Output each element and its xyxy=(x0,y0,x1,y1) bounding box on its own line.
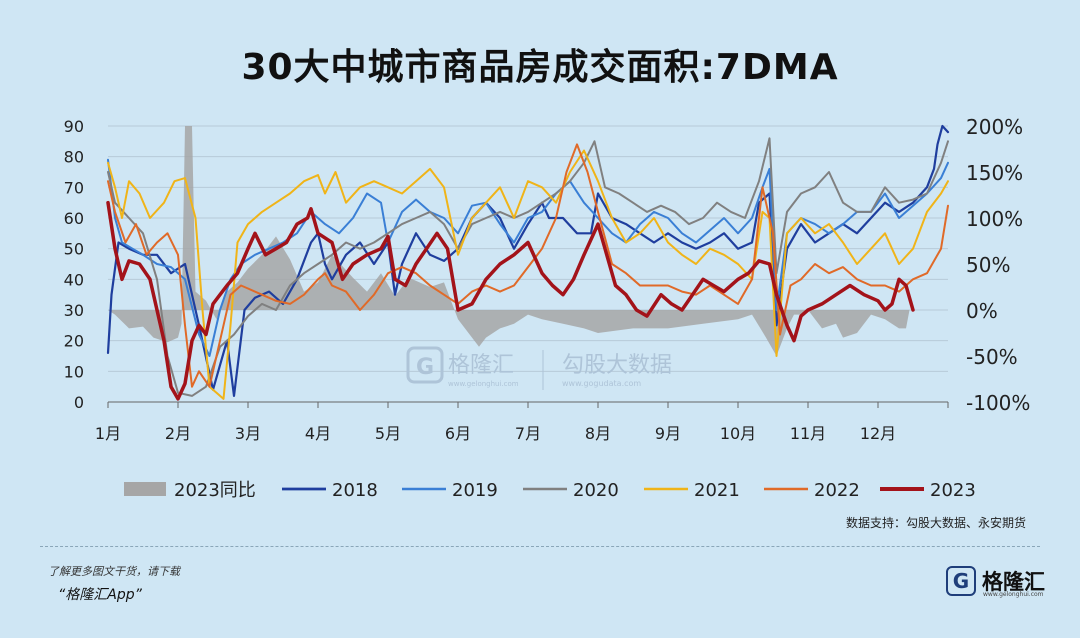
x-tick-label: 1月 xyxy=(95,424,121,443)
y-left-tick-label: 30 xyxy=(64,301,84,320)
x-tick-label: 8月 xyxy=(585,424,611,443)
y-right-tick-label: 150% xyxy=(966,161,1023,185)
series-area-2023yoy xyxy=(108,126,910,356)
x-tick-label: 4月 xyxy=(305,424,331,443)
y-left-tick-label: 80 xyxy=(64,148,84,167)
chart-title: 30大中城市商品房成交面积:7DMA xyxy=(241,47,839,88)
brand-url: www.gelonghui.com xyxy=(983,591,1044,598)
y-right-tick-label: -50% xyxy=(966,345,1018,369)
x-tick-label: 7月 xyxy=(515,424,541,443)
x-tick-label: 5月 xyxy=(375,424,401,443)
y-right-tick-label: 50% xyxy=(966,253,1010,277)
x-tick-label: 10月 xyxy=(720,424,756,443)
series-line-2022 xyxy=(107,143,949,388)
divider xyxy=(40,546,1040,547)
y-left-tick-label: 20 xyxy=(64,332,84,351)
series-line-2021 xyxy=(107,149,949,400)
y-left-tick-label: 40 xyxy=(64,270,84,289)
x-tick-label: 3月 xyxy=(235,424,261,443)
series-line-2020 xyxy=(107,137,949,397)
x-tick-label: 6月 xyxy=(445,424,471,443)
y-left-tick-label: 90 xyxy=(64,117,84,136)
y-left-tick-label: 10 xyxy=(64,362,84,381)
watermark: G 格隆汇 www.gelonghui.com 勾股大数据 www.goguda… xyxy=(406,346,672,390)
series-line-2018 xyxy=(106,124,950,397)
source-note: 数据支持：勾股大数据、永安期货 xyxy=(845,516,1026,530)
legend-label: 2022 xyxy=(814,480,860,501)
promo-line-1: 了解更多图文干货，请下载 xyxy=(48,565,180,578)
y-right-tick-label: 200% xyxy=(966,115,1023,139)
watermark-right-url: www.gogudata.com xyxy=(562,379,641,388)
x-tick-label: 2月 xyxy=(165,424,191,443)
y-left-tick-label: 50 xyxy=(64,240,84,259)
watermark-logo-glyph: G xyxy=(416,355,434,380)
y-left-tick-label: 70 xyxy=(64,178,84,197)
y-left-tick-label: 60 xyxy=(64,209,84,228)
legend-label: 2020 xyxy=(573,480,619,501)
legend-label: 2023 xyxy=(930,480,976,501)
brand-logo-icon: G xyxy=(946,566,976,596)
watermark-logo xyxy=(406,346,444,384)
legend-label: 2018 xyxy=(332,480,378,501)
y-right-tick-label: -100% xyxy=(966,391,1030,415)
watermark-left: 格隆汇 xyxy=(448,353,514,378)
legend-label: 2021 xyxy=(694,480,740,501)
x-tick-label: 11月 xyxy=(790,424,826,443)
y-right-tick-label: 0% xyxy=(966,299,998,323)
legend-label: 2023同比 xyxy=(174,480,256,501)
brand: G 格隆汇 www.gelonghui.com xyxy=(946,566,1046,600)
x-tick-label: 9月 xyxy=(655,424,681,443)
y-right-tick-label: 100% xyxy=(966,207,1023,231)
x-tick-label: 12月 xyxy=(860,424,896,443)
promo-line-2: “格隆汇App” xyxy=(58,587,142,603)
watermark-right: 勾股大数据 xyxy=(562,353,672,378)
legend-swatch-area xyxy=(124,482,166,496)
legend-label: 2019 xyxy=(452,480,498,501)
y-left-tick-label: 0 xyxy=(74,393,84,412)
watermark-left-url: www.gelonghui.com xyxy=(448,380,519,388)
series-line-2023 xyxy=(106,200,915,401)
brand-name: 格隆汇 xyxy=(982,570,1045,594)
